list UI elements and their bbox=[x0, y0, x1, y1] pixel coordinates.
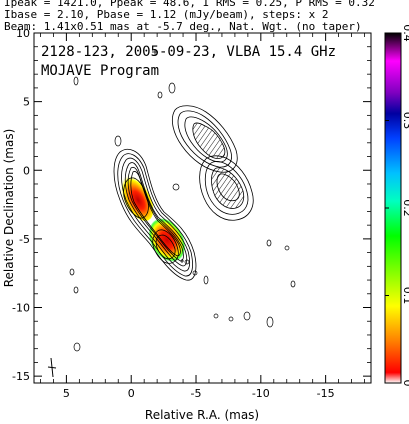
colorbar-ticks: 0 0.1 0.2 0.3 0.4 bbox=[385, 24, 409, 387]
header-line-1: Ipeak = 1421.0, Ppeak = 48.6, I RMS = 0.… bbox=[4, 0, 375, 9]
map-content bbox=[47, 49, 296, 378]
core-color-fill bbox=[120, 175, 154, 221]
beam-marker bbox=[47, 357, 57, 378]
y-tick-label: -5 bbox=[19, 233, 30, 246]
x-tick-label: 5 bbox=[63, 387, 70, 400]
y-tick-label: -15 bbox=[12, 370, 30, 383]
y-tick-label: -10 bbox=[12, 302, 30, 315]
plot-frame bbox=[33, 32, 372, 384]
header-line-2: Ibase = 2.10, Pbase = 1.12 (mJy/beam), s… bbox=[4, 8, 329, 21]
x-tick-label: 0 bbox=[128, 387, 135, 400]
noise-contours bbox=[69, 76, 296, 352]
colorbar-tick-label: 0.2 bbox=[401, 199, 409, 217]
axis-ticks: 5 0 -5 -10 -15 10 5 0 -5 -10 -15 bbox=[12, 27, 371, 400]
header-line-3: Beam: 1.41x0.51 mas at -5.7 deg., Nat. W… bbox=[4, 20, 362, 33]
y-axis-label: Relative Declination (mas) bbox=[2, 129, 16, 288]
colorbar-tick-label: 0.1 bbox=[401, 287, 409, 305]
cross-markers bbox=[152, 49, 184, 263]
lobe-north-contours bbox=[171, 105, 238, 173]
y-tick-label: 10 bbox=[16, 27, 30, 40]
plot-subtitle: MOJAVE Program bbox=[41, 63, 159, 79]
colorbar-tick-label: 0.4 bbox=[401, 24, 409, 42]
jet-color-fill bbox=[148, 218, 186, 262]
y-tick-label: 0 bbox=[23, 164, 30, 177]
plot-title: 2128-123, 2005-09-23, VLBA 15.4 GHz bbox=[41, 44, 336, 60]
x-tick-label: -15 bbox=[317, 387, 335, 400]
x-tick-label: -5 bbox=[191, 387, 202, 400]
y-tick-label: 5 bbox=[23, 96, 30, 109]
lobe-south-contours bbox=[199, 155, 254, 221]
x-axis-label: Relative R.A. (mas) bbox=[145, 408, 259, 422]
x-tick-label: -10 bbox=[252, 387, 270, 400]
colorbar-tick-label: 0.3 bbox=[401, 112, 409, 130]
core-contours bbox=[113, 149, 197, 281]
colorbar-tick-label: 0 bbox=[401, 380, 409, 387]
